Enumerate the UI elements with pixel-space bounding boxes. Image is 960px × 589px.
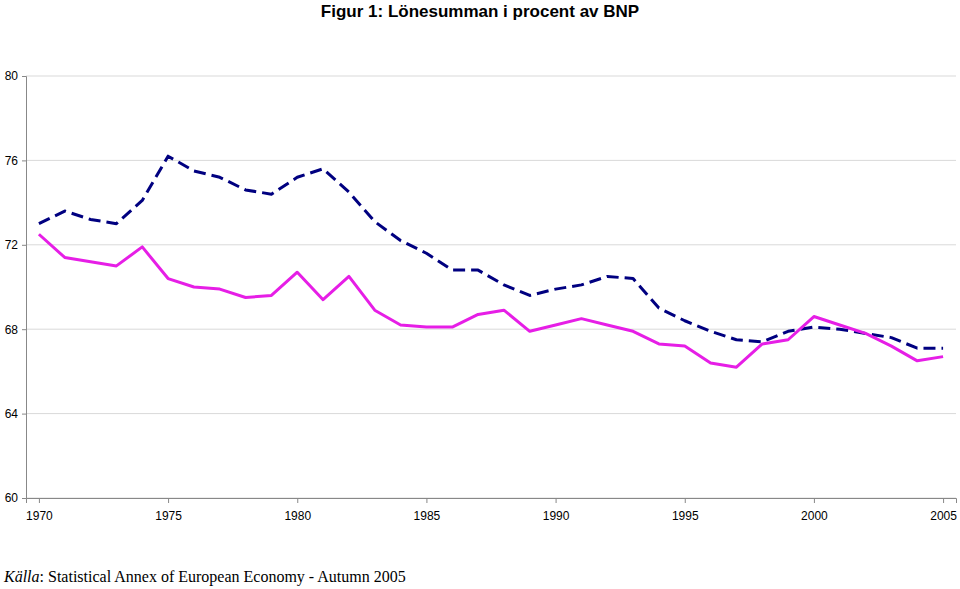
grid-line	[26, 244, 956, 245]
x-axis: 1970 1975 1980 1985 1990 1995 2000 2005	[26, 498, 957, 523]
tick: 2005	[930, 498, 957, 523]
tick-label: 80	[5, 69, 19, 83]
tick-label: 2000	[801, 509, 828, 523]
tick-label: 1995	[672, 509, 699, 523]
series-line	[39, 234, 943, 367]
tick-label: 1975	[155, 509, 182, 523]
grid-line	[26, 329, 956, 330]
grid-line	[26, 76, 956, 77]
grid	[26, 76, 956, 498]
tick-mark	[943, 498, 944, 503]
tick-label: 1985	[414, 509, 441, 523]
tick-label: 1990	[543, 509, 570, 523]
tick: 60	[5, 491, 26, 505]
tick-label: 1970	[26, 509, 53, 523]
tick: 2000	[801, 498, 828, 523]
tick-label: 1980	[284, 509, 311, 523]
tick-label: 76	[5, 154, 19, 168]
tick: 1980	[284, 498, 311, 523]
tick-mark	[814, 498, 815, 503]
tick: 68	[5, 323, 26, 337]
grid-line	[26, 413, 956, 414]
tick-label: 64	[5, 407, 19, 421]
tick-mark	[22, 76, 26, 77]
tick: 72	[5, 238, 26, 252]
series-line	[39, 156, 943, 348]
axis-line	[27, 499, 957, 504]
y-axis: 60 64 68 72 76 80	[5, 69, 27, 505]
tick: 1985	[414, 498, 441, 523]
lines	[39, 156, 943, 367]
source-note: Källa: Statistical Annex of European Eco…	[3, 568, 406, 586]
tick: 76	[5, 154, 26, 168]
tick-mark	[168, 498, 169, 503]
tick: 64	[5, 407, 26, 421]
tick-mark	[297, 498, 298, 503]
tick-mark	[685, 498, 686, 503]
tick-label: 72	[5, 238, 19, 252]
tick-label: 60	[5, 491, 19, 505]
tick-mark	[556, 498, 557, 503]
tick-mark	[426, 498, 427, 503]
chart: Figur 1: Lönesumman i procent av BNP 60 64…	[0, 0, 960, 589]
tick-mark	[39, 498, 40, 503]
axis-line	[22, 77, 27, 499]
tick: 1970	[26, 498, 53, 523]
tick-mark	[22, 414, 26, 415]
tick-label: 68	[5, 323, 19, 337]
tick: 80	[5, 69, 26, 83]
tick-mark	[22, 160, 26, 161]
tick: 1995	[672, 498, 699, 523]
tick-mark	[22, 245, 26, 246]
tick-mark	[22, 498, 26, 499]
tick-mark	[22, 329, 26, 330]
tick: 1990	[543, 498, 570, 523]
plot: 60 64 68 72 76 80 1970 1975 1980 1985 1990 1995 2000…	[5, 69, 958, 522]
title: Figur 1: Lönesumman i procent av BNP	[321, 2, 639, 21]
tick-label: 2005	[930, 509, 957, 523]
tick: 1975	[155, 498, 182, 523]
